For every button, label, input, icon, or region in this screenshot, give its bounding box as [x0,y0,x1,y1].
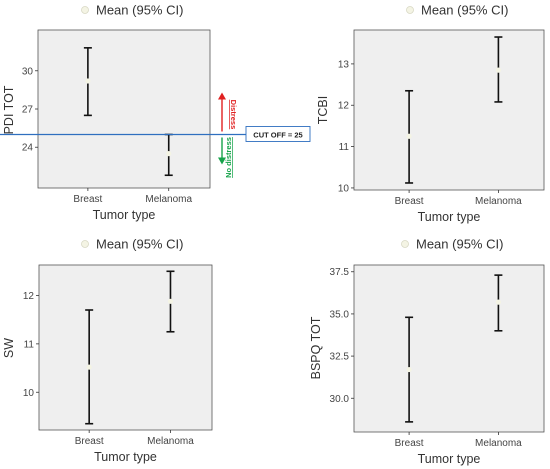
cutoff-label: CUT OFF = 25 [253,130,302,139]
legend-label: Mean (95% CI) [96,237,183,252]
y-axis-title: PDI TOT [2,85,16,134]
mean-point-breast [406,133,412,139]
y-tick-label: 10 [23,388,35,399]
distress-label: Distress [229,100,238,130]
x-axis-title: Tumor type [418,210,481,224]
mean-point-melanoma [166,150,172,157]
legend-label: Mean (95% CI) [416,237,503,252]
mean-point-breast [86,364,92,370]
x-tick-label: Breast [395,438,424,449]
y-axis-title: TCBI [316,96,330,124]
arrow-up-icon [218,92,226,100]
plot-panel [38,264,213,431]
y-tick-label: 30.0 [330,394,350,405]
legend-marker [406,6,414,14]
y-tick-label: 37.5 [330,267,350,278]
y-tick-label: 35.0 [330,309,350,320]
y-axis-title: SW [2,338,16,358]
legend-label: Mean (95% CI) [96,3,183,18]
x-axis-title: Tumor type [94,450,157,464]
mean-point-melanoma [495,299,501,305]
chart-2: Mean (95% CI) 10 11 12 13 Breast Melanoma Tumor… [316,3,545,224]
x-axis-title: Tumor type [93,208,156,222]
x-tick-label: Melanoma [145,194,192,205]
plot-panel [37,29,211,189]
y-tick-label: 12 [338,101,350,112]
y-tick-label: 32.5 [330,352,350,363]
plot-panel [353,264,545,433]
x-tick-label: Melanoma [475,438,522,449]
x-tick-label: Breast [395,196,424,207]
y-tick-label: 13 [338,59,350,70]
legend-label: Mean (95% CI) [421,3,508,18]
legend-marker [81,240,89,248]
chart-3: Mean (95% CI) 10 11 12 Breast Melanoma Tumor t… [2,237,213,464]
x-tick-label: Breast [73,194,102,205]
x-tick-label: Melanoma [147,436,194,447]
chart-1: Mean (95% CI) 24 27 30 Breast Melanoma Tumor t… [0,3,311,222]
y-tick-label: 11 [339,142,350,153]
y-tick-label: 10 [338,183,350,194]
legend-marker [401,240,409,248]
no-distress-label: No distress [224,137,233,178]
mean-point-melanoma [495,67,501,73]
x-axis-title: Tumor type [418,452,481,466]
y-tick-label: 12 [23,291,35,302]
mean-point-melanoma [167,298,174,304]
plot-panel [353,29,545,191]
x-tick-label: Melanoma [475,196,522,207]
y-tick-label: 27 [22,105,34,116]
x-tick-label: Breast [75,436,104,447]
mean-point-breast [406,366,412,373]
cutoff-box [245,126,311,142]
legend-marker [81,6,89,14]
y-tick-label: 24 [22,143,34,154]
arrow-down-icon [218,157,226,165]
y-tick-label: 30 [22,66,34,77]
y-tick-label: 11 [24,339,35,350]
chart-4: Mean (95% CI) 30.0 32.5 35.0 37.5 Breast Melan… [309,237,545,466]
mean-point-breast [85,78,91,84]
y-axis-title: BSPQ TOT [309,316,323,379]
